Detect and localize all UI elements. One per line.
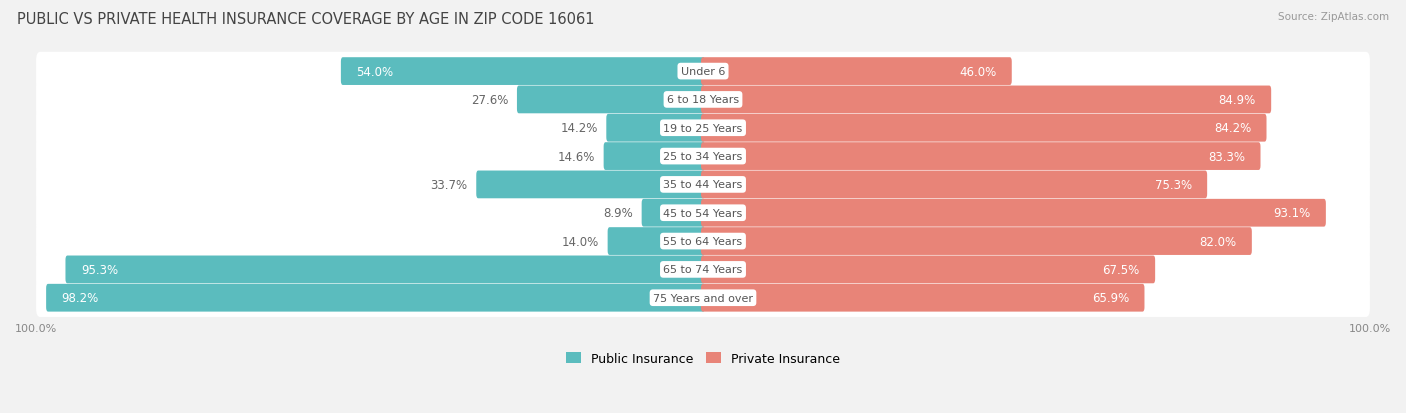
- Text: 33.7%: 33.7%: [430, 178, 468, 192]
- Text: 65 to 74 Years: 65 to 74 Years: [664, 265, 742, 275]
- Text: 35 to 44 Years: 35 to 44 Years: [664, 180, 742, 190]
- FancyBboxPatch shape: [702, 114, 1267, 142]
- Text: 25 to 34 Years: 25 to 34 Years: [664, 152, 742, 161]
- FancyBboxPatch shape: [607, 228, 704, 255]
- Text: 67.5%: 67.5%: [1102, 263, 1140, 276]
- FancyBboxPatch shape: [641, 199, 704, 227]
- Text: PUBLIC VS PRIVATE HEALTH INSURANCE COVERAGE BY AGE IN ZIP CODE 16061: PUBLIC VS PRIVATE HEALTH INSURANCE COVER…: [17, 12, 595, 27]
- Text: 93.1%: 93.1%: [1274, 207, 1310, 220]
- FancyBboxPatch shape: [606, 114, 704, 142]
- Text: 75.3%: 75.3%: [1154, 178, 1192, 192]
- Text: 54.0%: 54.0%: [356, 65, 394, 78]
- Text: Source: ZipAtlas.com: Source: ZipAtlas.com: [1278, 12, 1389, 22]
- FancyBboxPatch shape: [477, 171, 704, 199]
- FancyBboxPatch shape: [702, 256, 1156, 284]
- Text: 65.9%: 65.9%: [1092, 292, 1129, 304]
- Text: 84.9%: 84.9%: [1219, 94, 1256, 107]
- Text: 84.2%: 84.2%: [1213, 122, 1251, 135]
- Text: 75 Years and over: 75 Years and over: [652, 293, 754, 303]
- FancyBboxPatch shape: [66, 256, 704, 284]
- Text: 14.6%: 14.6%: [558, 150, 595, 163]
- Text: 55 to 64 Years: 55 to 64 Years: [664, 237, 742, 247]
- Text: 82.0%: 82.0%: [1199, 235, 1236, 248]
- FancyBboxPatch shape: [46, 284, 704, 312]
- FancyBboxPatch shape: [702, 228, 1251, 255]
- FancyBboxPatch shape: [702, 143, 1261, 171]
- Text: 98.2%: 98.2%: [62, 292, 98, 304]
- Text: 8.9%: 8.9%: [603, 207, 633, 220]
- FancyBboxPatch shape: [37, 166, 1369, 204]
- FancyBboxPatch shape: [702, 58, 1012, 86]
- FancyBboxPatch shape: [702, 199, 1326, 227]
- FancyBboxPatch shape: [37, 53, 1369, 91]
- FancyBboxPatch shape: [37, 81, 1369, 119]
- Legend: Public Insurance, Private Insurance: Public Insurance, Private Insurance: [561, 347, 845, 370]
- Text: 45 to 54 Years: 45 to 54 Years: [664, 208, 742, 218]
- FancyBboxPatch shape: [37, 109, 1369, 148]
- Text: 95.3%: 95.3%: [80, 263, 118, 276]
- FancyBboxPatch shape: [517, 86, 704, 114]
- FancyBboxPatch shape: [37, 279, 1369, 317]
- Text: 46.0%: 46.0%: [959, 65, 997, 78]
- Text: 6 to 18 Years: 6 to 18 Years: [666, 95, 740, 105]
- FancyBboxPatch shape: [702, 171, 1208, 199]
- Text: 19 to 25 Years: 19 to 25 Years: [664, 123, 742, 133]
- FancyBboxPatch shape: [37, 194, 1369, 233]
- FancyBboxPatch shape: [37, 251, 1369, 289]
- FancyBboxPatch shape: [37, 222, 1369, 261]
- Text: 27.6%: 27.6%: [471, 94, 509, 107]
- Text: Under 6: Under 6: [681, 67, 725, 77]
- FancyBboxPatch shape: [37, 138, 1369, 176]
- Text: 14.0%: 14.0%: [562, 235, 599, 248]
- Text: 83.3%: 83.3%: [1208, 150, 1246, 163]
- FancyBboxPatch shape: [603, 143, 704, 171]
- FancyBboxPatch shape: [340, 58, 704, 86]
- FancyBboxPatch shape: [702, 86, 1271, 114]
- Text: 14.2%: 14.2%: [560, 122, 598, 135]
- FancyBboxPatch shape: [702, 284, 1144, 312]
